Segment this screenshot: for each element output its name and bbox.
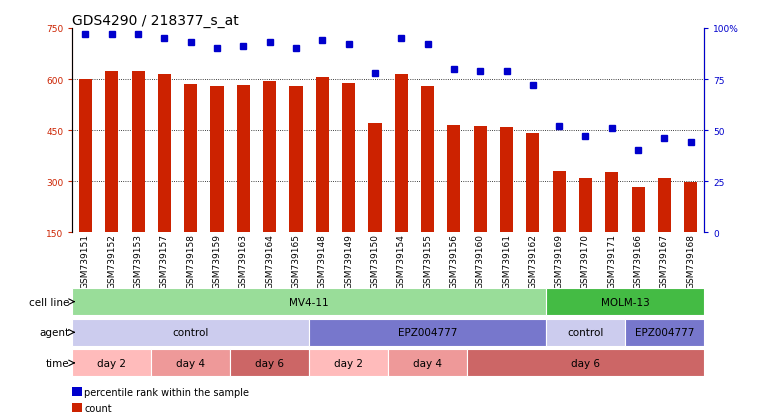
Text: control: control	[567, 328, 603, 337]
Bar	[342, 84, 355, 233]
Text: day 4: day 4	[177, 358, 205, 368]
Bar	[151, 350, 231, 376]
Text: count: count	[84, 403, 112, 413]
Bar	[79, 80, 92, 233]
Bar	[72, 319, 309, 346]
Bar	[473, 127, 487, 233]
Bar	[309, 350, 388, 376]
Bar	[184, 85, 197, 233]
Bar	[388, 350, 467, 376]
Text: cell line: cell line	[29, 297, 69, 307]
Bar	[105, 71, 119, 233]
Bar	[211, 87, 224, 233]
Bar	[72, 350, 151, 376]
Bar	[447, 126, 460, 233]
Bar	[237, 86, 250, 233]
Bar	[395, 74, 408, 233]
Text: EPZ004777: EPZ004777	[635, 328, 694, 337]
Bar	[421, 87, 435, 233]
Text: time: time	[46, 358, 69, 368]
Text: day 2: day 2	[97, 358, 126, 368]
Bar	[546, 289, 704, 315]
Bar	[579, 178, 592, 233]
Text: control: control	[173, 328, 209, 337]
Bar	[605, 172, 619, 233]
Bar	[368, 123, 381, 233]
Text: day 6: day 6	[571, 358, 600, 368]
Text: day 6: day 6	[255, 358, 284, 368]
Bar	[500, 127, 513, 233]
Bar	[158, 75, 171, 233]
Bar	[546, 319, 625, 346]
Bar	[467, 350, 704, 376]
Bar	[552, 171, 565, 233]
Bar	[309, 319, 546, 346]
Bar	[72, 289, 546, 315]
Bar	[527, 134, 540, 233]
Bar	[132, 71, 145, 233]
Bar	[231, 350, 309, 376]
Text: MV4-11: MV4-11	[289, 297, 329, 307]
Text: EPZ004777: EPZ004777	[398, 328, 457, 337]
Text: percentile rank within the sample: percentile rank within the sample	[84, 387, 250, 397]
Bar	[684, 182, 697, 233]
Text: day 2: day 2	[334, 358, 363, 368]
Bar	[632, 188, 645, 233]
Bar	[658, 179, 671, 233]
Bar	[316, 78, 329, 233]
Text: GDS4290 / 218377_s_at: GDS4290 / 218377_s_at	[72, 14, 239, 28]
Bar	[625, 319, 704, 346]
Bar	[289, 87, 303, 233]
Text: day 4: day 4	[413, 358, 442, 368]
Bar	[263, 81, 276, 233]
Text: agent: agent	[39, 328, 69, 337]
Text: MOLM-13: MOLM-13	[600, 297, 649, 307]
